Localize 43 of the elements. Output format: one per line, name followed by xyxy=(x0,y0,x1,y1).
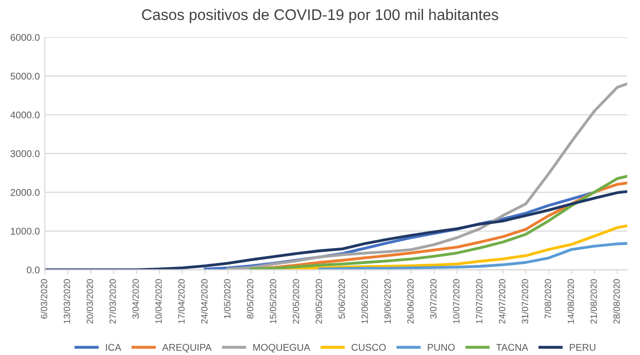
legend-label: ICA xyxy=(106,344,122,351)
x-tick-label: 22/05/2020 xyxy=(292,279,300,324)
line-series xyxy=(226,82,628,270)
x-tick-label: 3/04/2020 xyxy=(132,279,139,319)
x-tick-label: 15/05/2020 xyxy=(270,279,276,324)
x-tick-label: 26/06/2020 xyxy=(407,279,414,324)
legend-label: TACNA xyxy=(496,344,528,351)
x-tick-label: 12/06/2020 xyxy=(361,279,368,324)
x-tick-label: 31/07/2020 xyxy=(522,279,528,324)
chart-title: Casos positivos de COVID-19 por 100 mil habitantes xyxy=(142,8,498,24)
x-tick-label: 20/03/2020 xyxy=(86,279,94,324)
line-series xyxy=(318,242,628,270)
legend-label: PUNO xyxy=(428,344,455,351)
x-tick-label: 6/03/2020 xyxy=(40,279,48,319)
x-tick-label: 7/08/2020 xyxy=(544,279,552,319)
x-tick-label: 17/04/2020 xyxy=(178,279,185,324)
x-tick-label: 10/07/2020 xyxy=(452,279,460,324)
x-tick-label: 24/07/2020 xyxy=(498,279,506,324)
legend-label: PERU xyxy=(570,344,596,351)
x-tick-label: 17/07/2020 xyxy=(476,279,482,324)
y-tick-label: 6000.0 xyxy=(10,34,40,41)
x-tick-label: 28/08/2020 xyxy=(613,279,620,324)
x-tick-label: 5/06/2020 xyxy=(338,279,345,319)
x-tick-label: 10/04/2020 xyxy=(155,279,162,324)
legend-label: MOQUEGUA xyxy=(253,344,310,353)
y-tick-label: 2000.0 xyxy=(10,189,40,196)
x-tick-label: 3/07/2020 xyxy=(430,279,437,319)
x-tick-label: 27/03/2020 xyxy=(109,279,116,324)
x-tick-label: 8/05/2020 xyxy=(246,279,254,319)
x-tick-label: 19/06/2020 xyxy=(384,279,391,324)
x-tick-label: 24/04/2020 xyxy=(200,279,208,324)
y-tick-label: 0.0 xyxy=(26,266,40,274)
legend-label: AREQUIPA xyxy=(162,344,212,353)
y-tick-label: 3000.0 xyxy=(10,150,40,158)
x-tick-label: 21/08/2020 xyxy=(590,279,597,324)
y-tick-label: 5000.0 xyxy=(10,72,40,80)
legend-label: CUSCO xyxy=(352,344,386,351)
y-tick-label: 4000.0 xyxy=(10,112,40,118)
x-tick-label: 13/03/2020 xyxy=(63,279,70,324)
x-tick-label: 29/05/2020 xyxy=(315,279,322,324)
x-tick-label: 14/08/2020 xyxy=(567,279,574,324)
y-tick-label: 1000.0 xyxy=(10,228,40,235)
x-tick-label: 1/05/2020 xyxy=(224,279,230,318)
